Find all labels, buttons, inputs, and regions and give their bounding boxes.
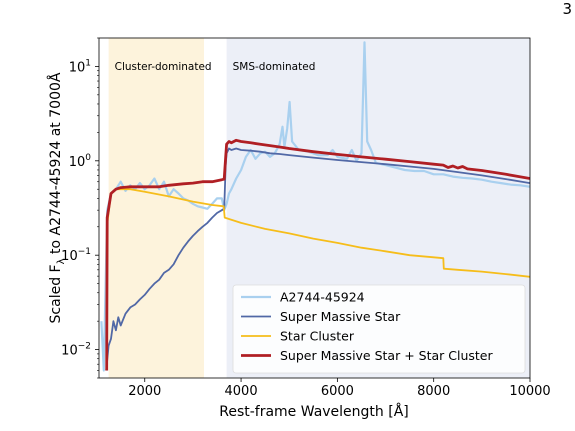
legend-label-2: Star Cluster [280, 329, 355, 344]
x-tick-label-3: 8000 [417, 384, 450, 399]
page-number: 3 [562, 0, 572, 18]
y-axis-label: Scaled Fλ to A2744-45924 at 7000Å [47, 72, 67, 323]
y-tick-label-2: 100 [69, 153, 92, 170]
y-axis-label-main: Scaled F [48, 264, 64, 323]
x-tick-label-0: 2000 [128, 384, 161, 399]
y-axis-label-rest: to A2744-45924 at 7000Å [47, 72, 64, 258]
legend-label-1: Super Massive Star [280, 309, 401, 324]
series-line-0 [100, 41, 530, 372]
series-line-1 [105, 147, 530, 371]
y-tick-label-0: 10−2 [61, 342, 91, 359]
y-tick-label-3: 101 [69, 58, 91, 75]
series-line-3 [105, 138, 530, 371]
legend-label-0: A2744-45924 [280, 290, 365, 305]
legend-label-3: Super Massive Star + Star Cluster [280, 348, 493, 363]
x-axis-label: Rest-frame Wavelength [Å] [219, 403, 409, 420]
legend: A2744-45924 Super Massive Star Star Cluste… [232, 284, 526, 374]
legend-box [232, 284, 526, 374]
x-tick-label-1: 4000 [225, 384, 258, 399]
region-label-0: Cluster-dominated [115, 61, 212, 73]
y-axis-label-sub: λ [56, 258, 67, 264]
region-0 [108, 38, 204, 378]
plot-frame [98, 37, 531, 379]
series-line-2 [105, 188, 530, 371]
y-tick-label-1: 10−1 [61, 247, 91, 264]
axes: 2000 4000 6000 8000 10000 10−2 10−1 100 101 [61, 37, 551, 399]
x-tick-label-4: 10000 [509, 384, 550, 399]
region-label-1: SMS-dominated [233, 61, 316, 73]
series-layer [100, 41, 530, 372]
x-tick-label-2: 6000 [321, 384, 354, 399]
